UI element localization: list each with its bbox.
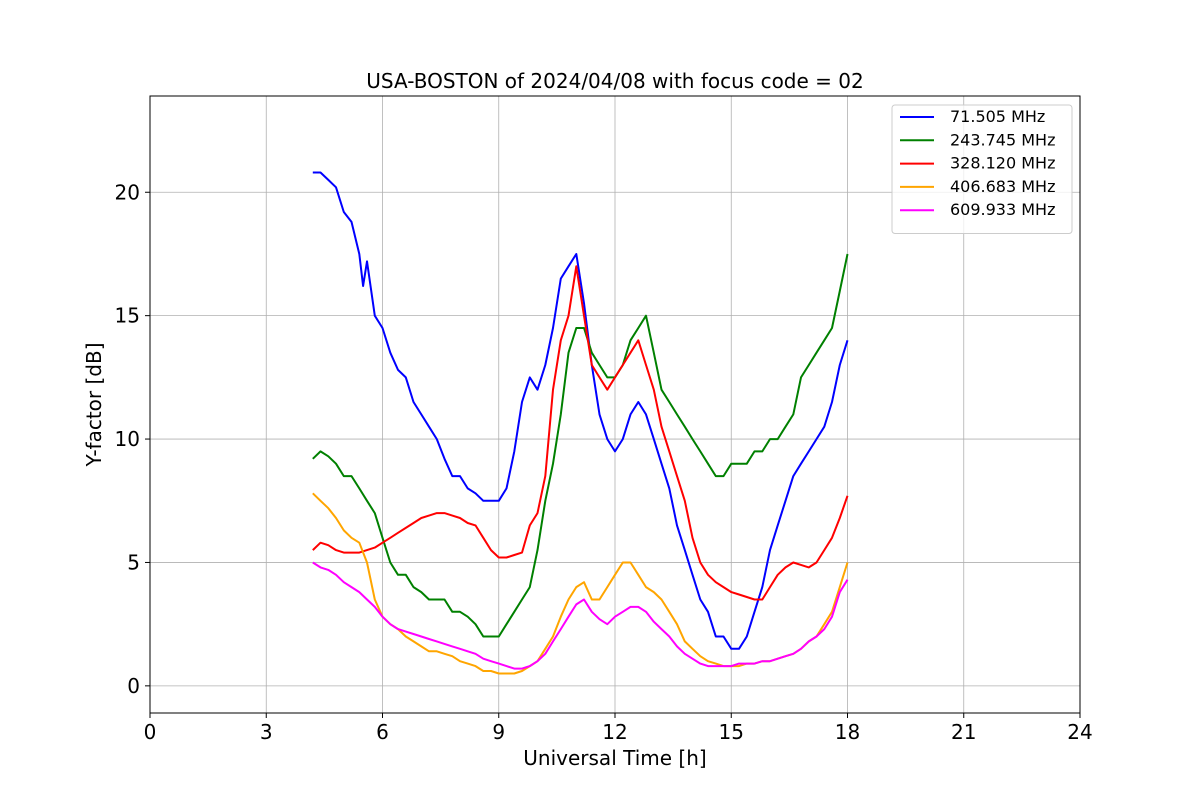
legend-label-3: 406.683 MHz xyxy=(950,177,1055,196)
x-tick-label-8: 24 xyxy=(1067,720,1092,744)
x-axis-title: Universal Time [h] xyxy=(523,746,706,770)
y-tick-label-3: 15 xyxy=(115,304,140,328)
series-line-0 xyxy=(312,171,849,650)
y-axis: 0 5 10 15 20 xyxy=(115,180,150,698)
x-tick-label-7: 21 xyxy=(951,720,976,744)
x-tick-label-3: 9 xyxy=(492,720,505,744)
series-line-1 xyxy=(312,253,849,638)
legend-label-4: 609.933 MHz xyxy=(950,200,1055,219)
series-line-2 xyxy=(312,265,849,601)
x-tick-label-4: 12 xyxy=(602,720,627,744)
chart-title: USA-BOSTON of 2024/04/08 with focus code… xyxy=(366,69,863,93)
x-axis: 0 3 6 9 12 15 18 21 24 xyxy=(144,713,1093,744)
legend-box xyxy=(891,104,1073,234)
x-tick-label-6: 18 xyxy=(835,720,860,744)
x-tick-label-5: 15 xyxy=(719,720,744,744)
x-tick-label-2: 6 xyxy=(376,720,389,744)
y-tick-label-2: 10 xyxy=(115,427,140,451)
series-line-4 xyxy=(312,561,849,670)
x-tick-label-0: 0 xyxy=(144,720,157,744)
x-tick-label-1: 3 xyxy=(260,720,273,744)
plot-area xyxy=(312,171,849,675)
y-axis-title: Y-factor [dB] xyxy=(82,342,106,467)
legend-label-0: 71.505 MHz xyxy=(950,107,1045,126)
y-tick-label-4: 20 xyxy=(115,180,140,204)
y-tick-label-1: 5 xyxy=(127,550,140,574)
legend[interactable]: 71.505 MHz 243.745 MHz 328.120 MHz 406.683 … xyxy=(891,104,1073,234)
legend-label-2: 328.120 MHz xyxy=(950,154,1055,173)
y-tick-label-0: 0 xyxy=(127,674,140,698)
legend-label-1: 243.745 MHz xyxy=(950,130,1055,149)
